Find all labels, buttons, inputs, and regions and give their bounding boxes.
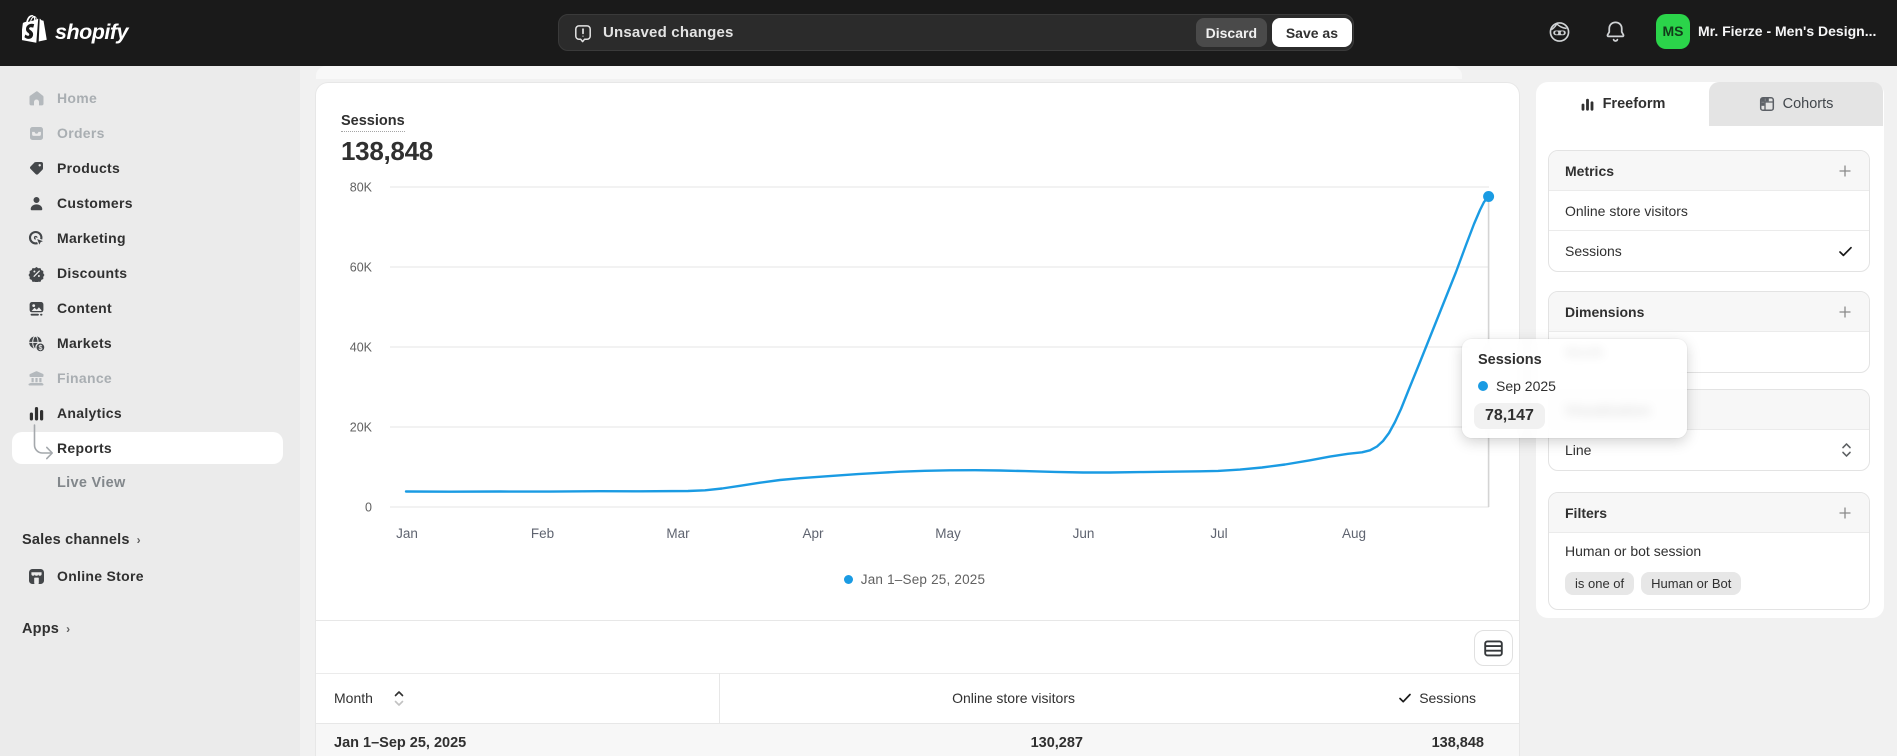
svg-text:0: 0 (365, 501, 372, 515)
svg-text:Feb: Feb (531, 526, 554, 541)
svg-text:Mar: Mar (666, 526, 690, 541)
svg-text:80K: 80K (350, 181, 373, 195)
svg-text:Jul: Jul (1210, 526, 1227, 541)
svg-text:40K: 40K (350, 341, 373, 355)
svg-text:Apr: Apr (802, 526, 824, 541)
svg-text:May: May (935, 526, 961, 541)
svg-text:Jun: Jun (1073, 526, 1095, 541)
svg-text:60K: 60K (350, 261, 373, 275)
svg-text:20K: 20K (350, 421, 373, 435)
svg-text:Aug: Aug (1342, 526, 1366, 541)
svg-text:$: $ (38, 345, 42, 352)
svg-text:Jan: Jan (396, 526, 418, 541)
